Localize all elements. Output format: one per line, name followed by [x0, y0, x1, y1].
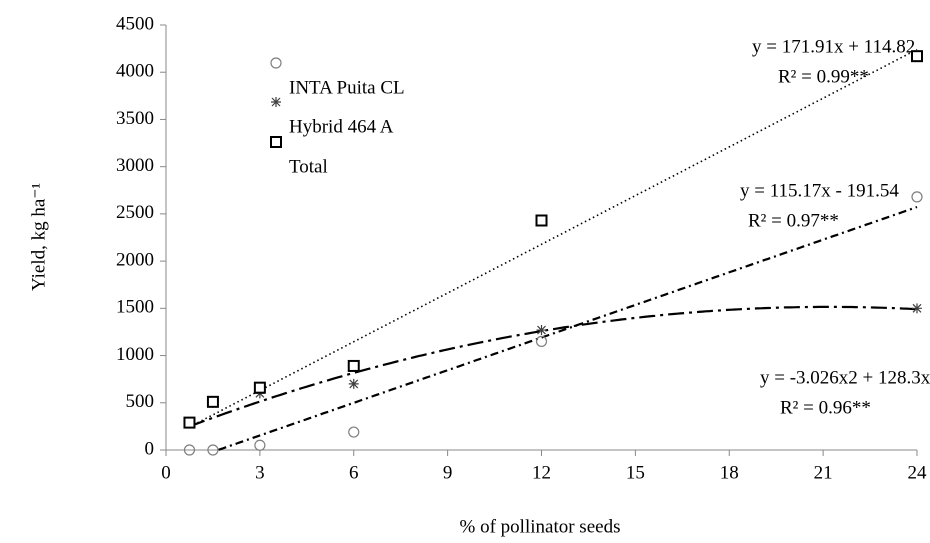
data-point [253, 381, 266, 394]
data-point [911, 50, 923, 63]
legend-label: INTA Puita CL [289, 77, 405, 98]
trend-equation: y = 171.91x + 114.82 [752, 36, 915, 57]
legend-marker [270, 136, 282, 148]
data-point [535, 335, 548, 347]
data-point [254, 439, 266, 451]
x-axis-title: % of pollinator seeds [460, 516, 621, 537]
legend-marker [271, 97, 281, 107]
x-tick-label: 18 [720, 462, 739, 483]
data-point [183, 416, 196, 429]
trend-r2: R² = 0.99** [778, 66, 869, 87]
trend-equation: y = 115.17x - 191.54 [740, 180, 899, 201]
legend-marker [270, 57, 282, 69]
trend-r2: R² = 0.97** [748, 210, 839, 231]
data-point [536, 325, 547, 336]
data-point [183, 444, 196, 456]
data-point [535, 214, 548, 227]
y-tick-label: 0 [145, 438, 155, 459]
y-tick-label: 4000 [116, 61, 154, 82]
y-tick-label: 1000 [116, 344, 154, 365]
trend-line [189, 48, 918, 428]
data-point [206, 395, 219, 408]
x-tick-label: 12 [532, 462, 551, 483]
y-axis-title: Yield, kg ha⁻¹ [28, 183, 49, 291]
data-point [207, 444, 219, 456]
data-point [347, 359, 360, 372]
x-tick-label: 9 [443, 462, 453, 483]
legend-label: Hybrid 464 A [289, 116, 394, 137]
trend-equation: y = -3.026x2 + 128.3x + 155.21 [760, 367, 930, 388]
trend-line [218, 205, 918, 451]
x-tick-label: 0 [161, 462, 171, 483]
x-tick-label: 6 [349, 462, 359, 483]
y-tick-label: 3000 [116, 155, 154, 176]
y-tick-label: 500 [126, 391, 155, 412]
legend-label: Total [289, 156, 328, 177]
x-tick-label: 15 [626, 462, 645, 483]
y-tick-label: 1500 [116, 297, 154, 318]
trend-r2: R² = 0.96** [780, 397, 871, 418]
data-point [348, 378, 359, 389]
trend-line [189, 305, 918, 428]
y-tick-label: 3500 [116, 108, 154, 129]
data-point [911, 191, 923, 203]
data-point [348, 426, 360, 438]
x-tick-label: 3 [255, 462, 265, 483]
data-point [912, 303, 922, 314]
y-tick-label: 2000 [116, 249, 154, 270]
y-tick-label: 2500 [116, 202, 154, 223]
y-tick-label: 4500 [116, 13, 154, 34]
x-tick-label: 24 [908, 462, 928, 483]
x-tick-label: 21 [814, 462, 833, 483]
